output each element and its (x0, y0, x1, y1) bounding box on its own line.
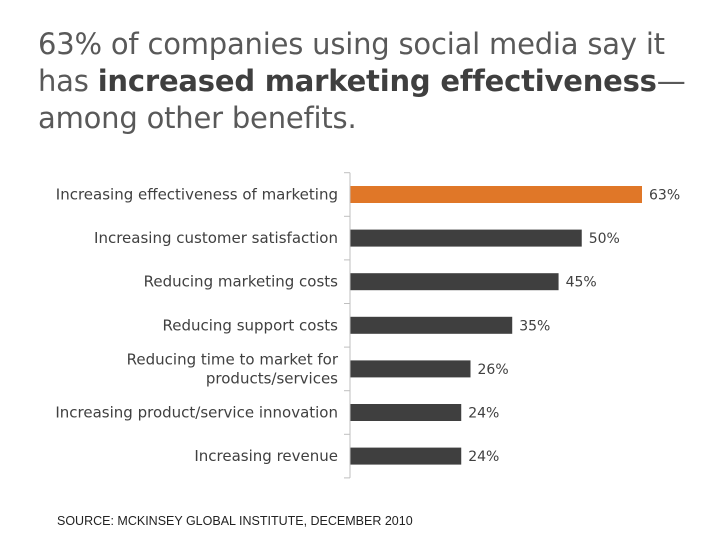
value-label-6: 24% (468, 406, 499, 422)
value-label-2: 50% (589, 231, 620, 247)
category-label-6: Increasing product/service innovation (55, 404, 338, 422)
category-label-2: Increasing customer satisfaction (94, 229, 338, 247)
category-label-7: Increasing revenue (194, 447, 338, 465)
bar-4 (350, 316, 513, 334)
category-label-3: Reducing marketing costs (144, 273, 339, 291)
title-prefix: 63% of companies using social media say … (38, 27, 665, 98)
bar-5 (350, 360, 471, 378)
value-label-3: 45% (566, 275, 597, 291)
title-highlight: increased marketing effectiveness (97, 64, 657, 98)
value-label-4: 35% (519, 318, 550, 334)
bar-7 (350, 447, 462, 465)
category-label-4: Reducing support costs (162, 316, 338, 334)
title-suffix: —among other benefits. (38, 64, 686, 135)
category-label-1: Increasing effectiveness of marketing (56, 186, 338, 204)
bar-6 (350, 404, 462, 421)
category-label-5: Reducing time to market for products/serv… (127, 350, 339, 387)
bar-1 (350, 186, 642, 203)
value-label-5: 26% (478, 362, 509, 378)
source-note: SOURCE: MCKINSEY GLOBAL INSTITUTE, DECEM… (57, 514, 413, 528)
value-label-1: 63% (649, 188, 680, 204)
chart-title: 63% of companies using social media say … (38, 26, 708, 137)
bar-3 (350, 273, 559, 291)
bar-2 (350, 229, 582, 247)
value-label-7: 24% (468, 449, 499, 465)
